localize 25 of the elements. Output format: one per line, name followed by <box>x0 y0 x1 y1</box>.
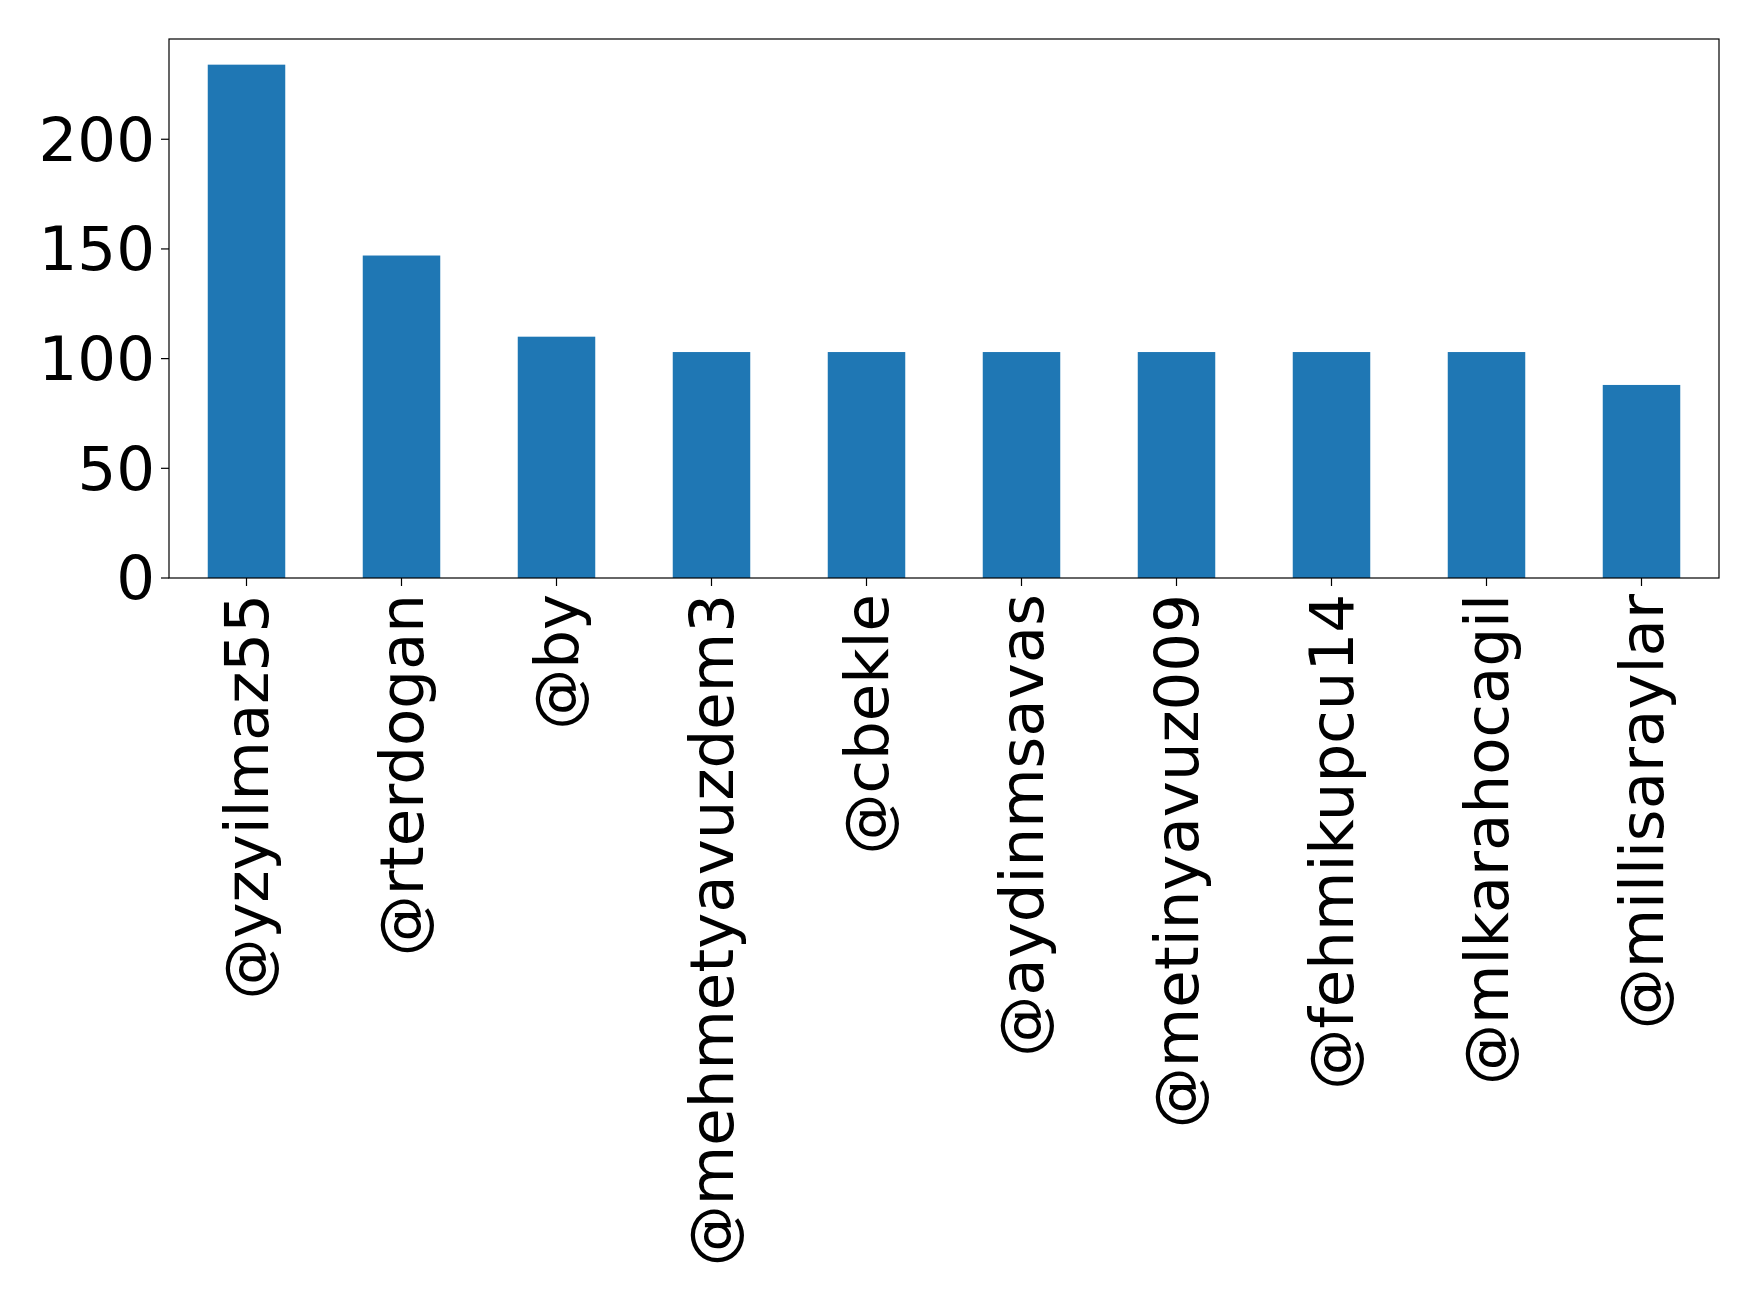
y-tick-label: 50 <box>77 432 155 504</box>
bar <box>827 352 906 578</box>
y-tick-label: 150 <box>38 213 155 285</box>
bar <box>1447 352 1526 578</box>
bar <box>207 64 286 578</box>
y-tick-label: 0 <box>116 542 155 614</box>
bar <box>1137 352 1216 578</box>
x-tick-label: @cbekle <box>830 594 902 855</box>
bar <box>1292 352 1371 578</box>
x-tick-label: @metinyavuz009 <box>1140 594 1212 1129</box>
bar <box>982 352 1061 578</box>
x-tick-label: @fehmikupcu14 <box>1295 594 1367 1090</box>
x-tick-label: @by <box>520 594 592 730</box>
y-tick-label: 200 <box>38 103 155 175</box>
x-tick-label: @rterdogan <box>365 594 437 957</box>
bar <box>362 255 441 578</box>
bar <box>672 352 751 578</box>
y-tick-label: 100 <box>38 322 155 394</box>
bar <box>1602 384 1681 578</box>
x-tick-label: @mlkarahocagil <box>1450 594 1522 1085</box>
x-tick-label: @mehmetyavuzdem3 <box>675 594 747 1267</box>
x-tick-label: @millisaraylar <box>1605 593 1677 1030</box>
x-tick-label: @yzyilmaz55 <box>210 594 282 1000</box>
bar <box>517 336 596 578</box>
x-tick-label: @aydinmsavas <box>985 594 1057 1057</box>
